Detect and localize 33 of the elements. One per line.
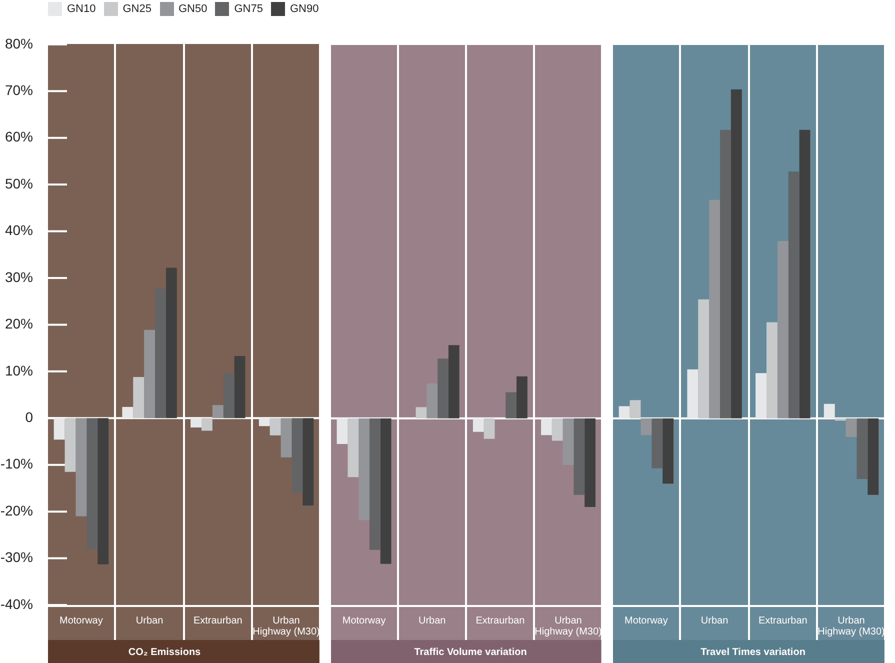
x-tick-label: Urban [136, 615, 164, 626]
y-tick-label: -10% [0, 456, 33, 472]
y-tick-label: 30% [4, 268, 33, 285]
y-tick-label: 70% [4, 82, 33, 98]
legend-label: GN75 [234, 3, 263, 15]
x-tick-label: Urban [418, 615, 446, 626]
y-tick-label: -30% [0, 549, 33, 566]
text: Traffic Volume variation [414, 646, 527, 658]
x-tick-label: Urban Highway (M30) [818, 615, 885, 638]
y-tick-label: 80% [4, 35, 33, 52]
legend-label: GN25 [122, 3, 152, 15]
x-tick-label: Motorway [342, 615, 386, 626]
y-tick-label: 10% [4, 362, 33, 378]
y-tick-label: 40% [4, 222, 33, 238]
x-tick-label: Urban Highway (M30) [534, 615, 602, 638]
y-tick-label: -20% [0, 502, 33, 518]
legend-label: GN50 [178, 3, 208, 15]
x-tick-label: Extraurban [758, 615, 808, 626]
legend-label: GN90 [290, 3, 319, 15]
text: CO₂ Emissions [128, 646, 202, 658]
x-tick-label: Motorway [624, 615, 668, 626]
y-tick-label: -40% [0, 596, 33, 612]
y-tick-label: 60% [4, 128, 33, 145]
y-tick-label: 0 [25, 408, 34, 425]
text: Travel Times variation [700, 646, 806, 658]
x-tick-label: Extraurban [193, 615, 242, 626]
x-tick-label: Urban [700, 615, 728, 626]
x-tick-label: Urban Highway (M30) [252, 615, 320, 638]
y-tick-label: 20% [4, 316, 33, 332]
legend-label: GN10 [67, 3, 96, 15]
x-tick-label: Extraurban [476, 615, 525, 626]
x-tick-label: Motorway [60, 615, 103, 626]
y-tick-label: 50% [4, 175, 33, 192]
